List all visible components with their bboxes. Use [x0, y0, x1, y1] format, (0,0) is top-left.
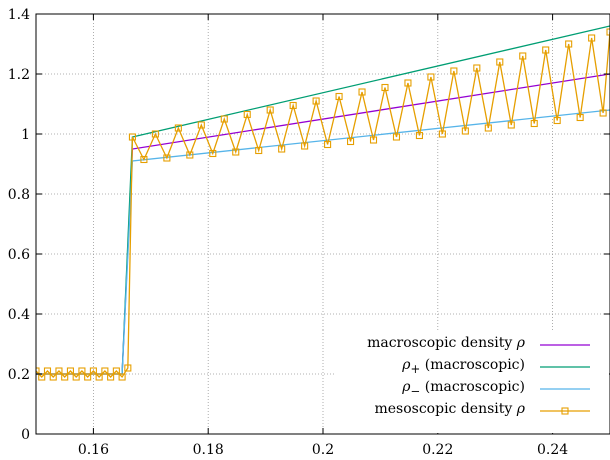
y-tick-label: 0.2 [8, 367, 30, 383]
data-point [335, 92, 343, 101]
x-tick-label: 0.22 [422, 442, 453, 458]
data-point [461, 127, 469, 135]
data-point [66, 367, 74, 375]
y-tick-label: 0.4 [8, 307, 30, 323]
data-point [95, 373, 103, 381]
data-point [36, 367, 40, 375]
data-point [301, 142, 309, 150]
y-tick-label: 0.6 [8, 247, 30, 263]
data-point [84, 373, 92, 381]
y-tick-label: 1 [21, 127, 30, 143]
series-layer [36, 25, 610, 381]
legend-label-1: ρ+ (macroscopic) [402, 357, 525, 376]
legend-label-text: mesoscopic density ρ [374, 401, 525, 417]
data-point [289, 101, 297, 110]
legend-label-3: mesoscopic density ρ [374, 401, 525, 417]
data-point [209, 149, 217, 158]
data-point [369, 136, 378, 144]
data-point [128, 133, 136, 141]
data-point [599, 109, 607, 117]
legend-label-text: macroscopic density ρ [367, 335, 525, 351]
data-point [530, 119, 538, 128]
data-point [606, 28, 610, 36]
y-tick-label: 1.2 [8, 67, 30, 83]
x-tick-label: 0.16 [78, 442, 109, 458]
data-point [496, 58, 504, 66]
data-point [243, 110, 251, 119]
data-point [519, 52, 527, 60]
data-point [140, 155, 148, 164]
data-point [450, 67, 458, 75]
grid [36, 14, 610, 434]
data-point [101, 367, 109, 375]
data-point [266, 106, 274, 114]
data-point [112, 367, 120, 375]
x-tick-label: 0.18 [193, 442, 224, 458]
axes: 0.16 0.18 0.2 0.22 0.24 0 0.2 0.4 0.6 0.8 1 1.2 1.4 [8, 7, 610, 458]
data-point [278, 145, 286, 153]
data-point [312, 97, 320, 105]
data-point [43, 367, 52, 375]
data-point [197, 121, 205, 129]
data-point [124, 364, 132, 372]
data-point [78, 367, 86, 375]
data-point [151, 130, 159, 138]
data-point [473, 64, 481, 72]
data-point [404, 79, 412, 87]
data-point [484, 124, 492, 132]
data-point [415, 131, 423, 140]
legend-marker [561, 407, 569, 415]
data-point [438, 130, 446, 138]
data-point [392, 133, 401, 141]
legend-label-text: ρ+ (macroscopic) [402, 357, 525, 376]
data-point [507, 121, 515, 129]
data-point [55, 367, 63, 375]
legend-label-2: ρ− (macroscopic) [402, 379, 525, 398]
x-tick-label: 0.2 [312, 442, 334, 458]
legend: macroscopic density ρ ρ+ (macroscopic) ρ− … [335, 330, 609, 433]
data-point [118, 373, 126, 381]
x-tick-label: 0.24 [537, 442, 568, 458]
data-point [61, 373, 69, 381]
data-point [358, 88, 366, 96]
legend-background [335, 330, 609, 433]
data-point [565, 40, 573, 48]
data-point [576, 113, 584, 122]
data-point [163, 154, 171, 162]
data-point [553, 116, 561, 125]
data-point [220, 115, 228, 123]
data-point [186, 151, 194, 159]
legend-label-text: ρ− (macroscopic) [402, 379, 525, 398]
data-point [232, 148, 240, 156]
legend-label-0: macroscopic density ρ [367, 335, 525, 351]
data-point [588, 34, 596, 42]
data-point [89, 367, 97, 375]
series-line [36, 31, 610, 379]
data-point [427, 73, 435, 81]
data-point [324, 140, 332, 149]
data-point [174, 124, 182, 132]
data-point [107, 373, 115, 381]
y-tick-label: 1.4 [8, 7, 30, 23]
data-point [542, 46, 550, 54]
data-point [347, 137, 355, 146]
y-tick-label: 0.8 [8, 187, 30, 203]
data-point [255, 146, 263, 155]
data-point [72, 373, 80, 381]
series-3 [36, 28, 610, 381]
data-point [49, 373, 57, 381]
y-tick-label: 0 [21, 427, 30, 443]
data-point [381, 83, 389, 92]
